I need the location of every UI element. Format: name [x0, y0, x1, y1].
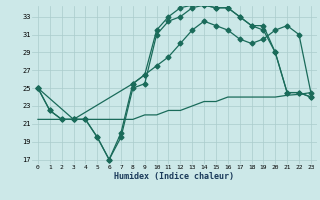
X-axis label: Humidex (Indice chaleur): Humidex (Indice chaleur)	[115, 172, 234, 181]
